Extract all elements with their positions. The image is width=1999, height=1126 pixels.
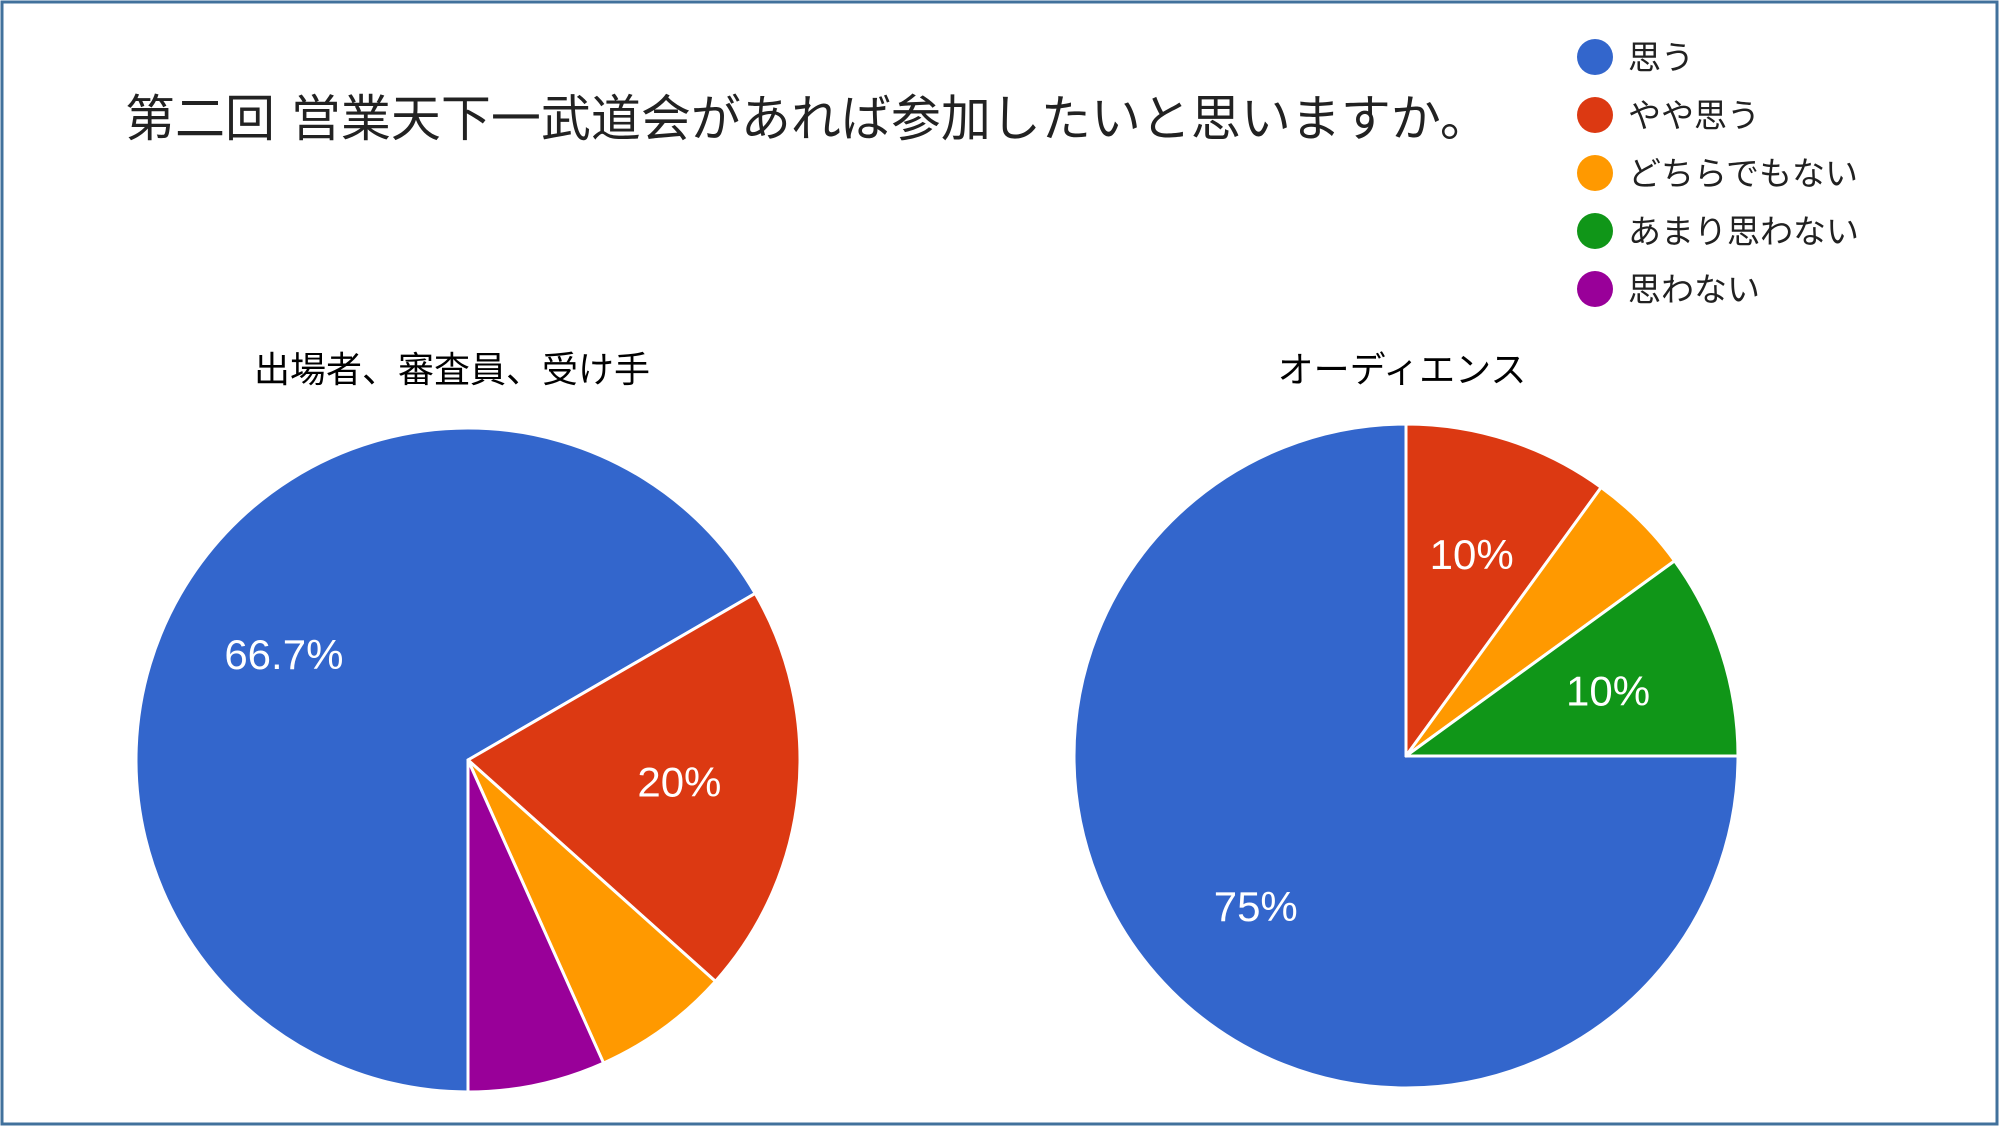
legend-label: やや思う xyxy=(1628,96,1760,135)
pie-chart-participants: 出場者、審査員、受け手 66.7% 20% xyxy=(134,350,802,1094)
pie-slice xyxy=(466,758,606,1094)
legend-item: どちらでもない xyxy=(1577,154,1858,193)
pie-chart-audience: オーディエンス 75% 10% 10% xyxy=(1072,350,1740,1090)
pie-slice-labels: 66.7% 20% xyxy=(224,631,721,806)
pie-slice-label: 10% xyxy=(1566,667,1650,714)
pie-slice-label: 75% xyxy=(1214,883,1298,930)
pie-slices xyxy=(1072,422,1740,1090)
legend-swatch xyxy=(1577,271,1613,307)
pie-slice xyxy=(466,591,802,983)
legend-item: 思う xyxy=(1577,38,1694,77)
legend-item: やや思う xyxy=(1577,96,1760,135)
pie-slice xyxy=(466,758,717,1065)
legend-label: 思う xyxy=(1628,38,1694,77)
pie-slice xyxy=(1404,559,1740,758)
legend-swatch xyxy=(1577,39,1613,75)
legend-item: 思わない xyxy=(1577,270,1760,309)
legend-label: あまり思わない xyxy=(1628,212,1859,251)
pie-slice xyxy=(1072,422,1740,1090)
pie-chart-title: オーディエンス xyxy=(1278,350,1527,391)
pie-slices xyxy=(134,426,802,1094)
legend-label: どちらでもない xyxy=(1628,154,1858,193)
pie-slice xyxy=(1404,422,1603,758)
legend-swatch xyxy=(1577,213,1613,249)
pie-slice-label: 66.7% xyxy=(224,631,343,678)
legend-swatch xyxy=(1577,97,1613,133)
pie-slice xyxy=(134,426,757,1094)
main-title: 第二回 営業天下一武道会があれば参加したいと思いますか。 xyxy=(125,90,1490,148)
pie-slice-label: 10% xyxy=(1430,531,1514,578)
legend-swatch xyxy=(1577,155,1613,191)
legend-item: あまり思わない xyxy=(1577,212,1859,251)
legend-label: 思わない xyxy=(1628,270,1760,309)
pie-slice-labels: 75% 10% 10% xyxy=(1214,531,1650,930)
pie-chart-title: 出場者、審査員、受け手 xyxy=(254,350,650,391)
pie-slice-label: 20% xyxy=(637,759,721,806)
